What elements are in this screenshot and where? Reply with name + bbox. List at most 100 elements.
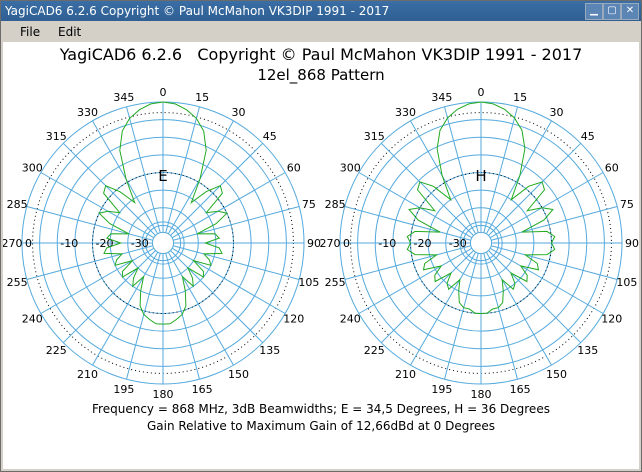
- h-inner-ring: [469, 231, 493, 255]
- h-angle-label: 195: [431, 383, 452, 396]
- h-angle-label: 60: [605, 162, 619, 175]
- e-angle-label: 300: [22, 162, 43, 175]
- e-radial-label: 0: [25, 237, 32, 250]
- h-spoke: [380, 142, 474, 236]
- h-spoke: [491, 245, 618, 280]
- e-spoke: [173, 245, 300, 280]
- e-spoke: [165, 253, 200, 380]
- gain-info: Gain Relative to Maximum Gain of 12,66dB…: [146, 419, 496, 433]
- e-angle-label: 150: [228, 368, 249, 381]
- e-spoke: [62, 250, 156, 344]
- h-angle-label: 210: [395, 368, 416, 381]
- title-bar[interactable]: YagiCAD6 6.2.6 Copyright © Paul McMahon …: [1, 1, 641, 21]
- h-angle-label: 255: [325, 276, 346, 289]
- e-spoke: [173, 206, 300, 241]
- polar-charts: 0 153045607590105120135150165180195210225…: [3, 86, 639, 401]
- e-inner-ring: [151, 231, 175, 255]
- e-angle-label: 195: [113, 383, 134, 396]
- h-angle-label: 105: [616, 276, 637, 289]
- h-angle-label: 150: [546, 368, 567, 381]
- e-pattern-line: [98, 101, 228, 325]
- h-angle-label: 15: [513, 91, 527, 104]
- h-angle-label: 75: [620, 198, 634, 211]
- e-radial-label: -10: [60, 237, 78, 250]
- h-spoke: [483, 253, 518, 380]
- e-spoke: [126, 106, 161, 233]
- e-spoke: [170, 250, 264, 344]
- h-radial-label: -30: [449, 237, 467, 250]
- h-pattern-line: [406, 101, 556, 315]
- h-spoke: [344, 206, 471, 241]
- frequency-beamwidth-info: Frequency = 868 MHz, 3dB Beamwidths; E =…: [92, 402, 550, 416]
- e-spoke: [40, 172, 155, 239]
- h-angle-label: 270: [320, 237, 341, 250]
- e-angle-label: 15: [195, 91, 209, 104]
- e-angle-label: 105: [298, 276, 319, 289]
- e-angle-label: 285: [7, 198, 28, 211]
- h-spoke: [489, 172, 604, 239]
- h-angle-label: 345: [431, 91, 452, 104]
- h-spoke: [358, 172, 473, 239]
- e-spoke: [171, 172, 286, 239]
- h-radial-label: 0: [343, 237, 350, 250]
- h-spoke: [344, 245, 471, 280]
- plot-heading: YagiCAD6 6.2.6 Copyright © Paul McMahon …: [59, 45, 583, 64]
- menu-edit[interactable]: Edit: [58, 25, 82, 39]
- plot-area: YagiCAD6 6.2.6 Copyright © Paul McMahon …: [3, 42, 639, 469]
- e-angle-label: 165: [192, 383, 213, 396]
- h-angle-label: 135: [577, 344, 598, 357]
- h-angle-label: 315: [364, 130, 385, 143]
- h-radial-label: -20: [414, 237, 432, 250]
- e-angle-label: 330: [77, 106, 98, 119]
- e-spoke: [126, 253, 161, 380]
- h-angle-label: 285: [325, 198, 346, 211]
- close-icon[interactable]: ✕: [621, 3, 639, 20]
- e-angle-label: 210: [77, 368, 98, 381]
- e-angle-label: 0: [160, 86, 167, 99]
- h-angle-label: 300: [340, 162, 361, 175]
- h-spoke: [488, 250, 582, 344]
- h-spoke: [444, 106, 479, 233]
- h-angle-label: 180: [471, 388, 492, 401]
- h-angle-label: 165: [510, 383, 531, 396]
- h-angle-label: 330: [395, 106, 416, 119]
- h-angle-label: 30: [550, 106, 564, 119]
- h-angle-label: 225: [364, 344, 385, 357]
- menu-bar: File Edit: [1, 22, 641, 42]
- h-spoke: [488, 142, 582, 236]
- e-angle-label: 60: [287, 162, 301, 175]
- h-spoke: [358, 247, 473, 314]
- e-spoke: [167, 120, 234, 235]
- e-spoke: [167, 251, 234, 366]
- h-angle-label: 120: [601, 313, 622, 326]
- e-angle-label: 255: [7, 276, 28, 289]
- e-angle-label: 75: [302, 198, 316, 211]
- e-angle-label: 120: [283, 313, 304, 326]
- h-spoke: [483, 106, 518, 233]
- e-spoke: [171, 247, 286, 314]
- e-plane-label: E: [158, 167, 167, 185]
- h-spoke: [489, 247, 604, 314]
- h-angle-label: 90: [625, 237, 639, 250]
- pattern-name: 12el_868 Pattern: [257, 66, 385, 84]
- e-angle-label: 225: [46, 344, 67, 357]
- minimize-icon[interactable]: ▁: [585, 3, 603, 20]
- menu-file[interactable]: File: [20, 25, 41, 39]
- e-spoke: [40, 247, 155, 314]
- e-spoke: [170, 142, 264, 236]
- h-spoke: [491, 206, 618, 241]
- h-angle-label: 0: [478, 86, 485, 99]
- e-radial-label: -20: [96, 237, 114, 250]
- maximize-icon[interactable]: ▢: [603, 3, 621, 20]
- e-angle-label: 345: [113, 91, 134, 104]
- e-angle-label: 135: [259, 344, 280, 357]
- e-spoke: [92, 120, 159, 235]
- h-spoke: [380, 250, 474, 344]
- e-angle-label: 45: [263, 130, 277, 143]
- window-title: YagiCAD6 6.2.6 Copyright © Paul McMahon …: [5, 4, 390, 18]
- e-spoke: [26, 206, 153, 241]
- e-radial-label: -30: [131, 237, 149, 250]
- e-spoke: [62, 142, 156, 236]
- h-radial-label: -10: [378, 237, 396, 250]
